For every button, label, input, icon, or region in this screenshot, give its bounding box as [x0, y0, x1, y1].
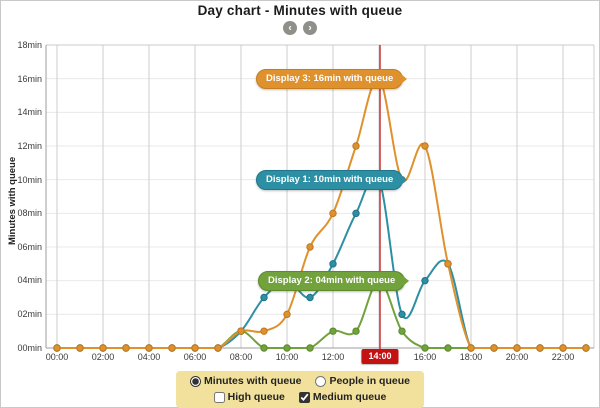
series-marker-display-3	[421, 142, 429, 150]
y-tick-label: 00min	[17, 343, 42, 353]
series-marker-display-2	[306, 344, 314, 352]
tooltip-pointer-icon	[401, 74, 408, 84]
y-tick-label: 08min	[17, 208, 42, 218]
x-tick-label: 02:00	[91, 352, 115, 362]
series-marker-display-3	[490, 344, 498, 352]
radio-people-in-queue-label[interactable]: People in queue	[329, 375, 410, 387]
x-tick-label: 22:00	[551, 352, 575, 362]
cursor-time-badge: 14:00	[361, 349, 399, 364]
series-marker-display-1	[260, 293, 268, 302]
series-marker-display-3	[122, 344, 130, 352]
series-marker-display-3	[306, 243, 314, 251]
radio-minutes-with-queue[interactable]: Minutes with queue	[190, 375, 301, 387]
series-marker-display-3	[444, 260, 452, 268]
y-tick-label: 10min	[17, 175, 42, 185]
series-marker-display-1	[306, 293, 314, 302]
series-marker-display-2	[421, 344, 429, 352]
radio-minutes-with-queue-input[interactable]	[190, 375, 202, 387]
series-marker-display-3	[99, 344, 107, 352]
tooltip-display-3: Display 3: 16min with queue	[256, 69, 408, 89]
checkbox-high-queue[interactable]: High queue	[213, 391, 285, 403]
y-tick-label: 18min	[17, 40, 42, 50]
x-tick-label: 10:00	[275, 352, 299, 362]
series-marker-display-3	[352, 142, 360, 150]
checkbox-medium-queue[interactable]: Medium queue	[298, 391, 387, 403]
series-marker-display-1	[398, 310, 406, 319]
series-marker-display-1	[329, 260, 337, 268]
tooltip-display-2: Display 2: 04min with queue	[258, 271, 410, 291]
series-marker-display-3	[582, 344, 590, 352]
y-tick-label: 14min	[17, 107, 42, 117]
series-marker-display-3	[329, 209, 337, 218]
series-marker-display-2	[283, 344, 291, 352]
series-marker-display-3	[536, 344, 544, 352]
series-marker-display-2	[329, 327, 337, 335]
y-tick-label: 16min	[17, 74, 42, 84]
tooltip-pointer-icon	[403, 276, 410, 286]
tooltip-pointer-icon	[401, 175, 408, 185]
y-tick-label: 04min	[17, 275, 42, 285]
tooltip-display-3-text: Display 3: 16min with queue	[266, 73, 394, 84]
next-day-button[interactable]: ›	[303, 21, 317, 35]
queue-filter-row: High queue Medium queue	[190, 389, 410, 405]
y-tick-label: 02min	[17, 309, 42, 319]
series-marker-display-3	[76, 344, 84, 352]
series-marker-display-3	[467, 344, 475, 352]
checkbox-medium-queue-input[interactable]	[298, 391, 310, 403]
chevron-right-icon: ›	[308, 22, 312, 33]
series-marker-display-3	[168, 344, 176, 352]
radio-people-in-queue[interactable]: People in queue	[315, 375, 410, 387]
x-tick-label: 16:00	[413, 352, 437, 362]
series-marker-display-3	[214, 344, 222, 352]
page-title: Day chart - Minutes with queue	[197, 3, 403, 18]
series-marker-display-2	[398, 327, 406, 335]
series-marker-display-2	[260, 344, 268, 352]
series-marker-display-2	[352, 327, 360, 335]
day-navigation: ‹ ›	[0, 21, 600, 35]
x-tick-label: 18:00	[459, 352, 483, 362]
radio-minutes-with-queue-label[interactable]: Minutes with queue	[204, 375, 302, 387]
series-marker-display-1	[352, 209, 360, 218]
chevron-left-icon: ‹	[288, 22, 292, 33]
checkbox-high-queue-label[interactable]: High queue	[227, 391, 285, 403]
series-marker-display-3	[237, 327, 245, 335]
series-marker-display-3	[260, 327, 268, 335]
y-tick-label: 06min	[17, 242, 42, 252]
x-tick-label: 06:00	[183, 352, 207, 362]
series-marker-display-3	[53, 344, 61, 352]
series-marker-display-3	[513, 344, 521, 352]
series-line-display-1	[57, 174, 586, 349]
tooltip-display-2-text: Display 2: 04min with queue	[268, 275, 396, 286]
x-tick-label: 12:00	[321, 352, 345, 362]
y-tick-label: 12min	[17, 141, 42, 151]
checkbox-medium-queue-label[interactable]: Medium queue	[312, 391, 387, 403]
checkbox-high-queue-input[interactable]	[213, 391, 225, 403]
x-tick-label: 04:00	[137, 352, 161, 362]
x-tick-label: 08:00	[229, 352, 253, 362]
x-tick-label: 20:00	[505, 352, 529, 362]
prev-day-button[interactable]: ‹	[283, 21, 297, 35]
series-marker-display-1	[421, 276, 429, 285]
tooltip-display-1-text: Display 1: 10min with queue	[266, 174, 394, 185]
series-marker-display-3	[145, 344, 153, 352]
x-tick-label: 00:00	[45, 352, 69, 362]
y-axis-title: Minutes with queue	[7, 156, 18, 245]
tooltip-display-1: Display 1: 10min with queue	[256, 170, 408, 190]
series-marker-display-3	[191, 344, 199, 352]
series-marker-display-2	[444, 344, 452, 352]
metric-radio-row: Minutes with queue People in queue	[190, 373, 410, 389]
series-marker-display-3	[283, 310, 291, 319]
series-marker-display-3	[559, 344, 567, 352]
chart-controls-panel: Minutes with queue People in queue High …	[176, 371, 424, 408]
radio-people-in-queue-input[interactable]	[315, 375, 327, 387]
